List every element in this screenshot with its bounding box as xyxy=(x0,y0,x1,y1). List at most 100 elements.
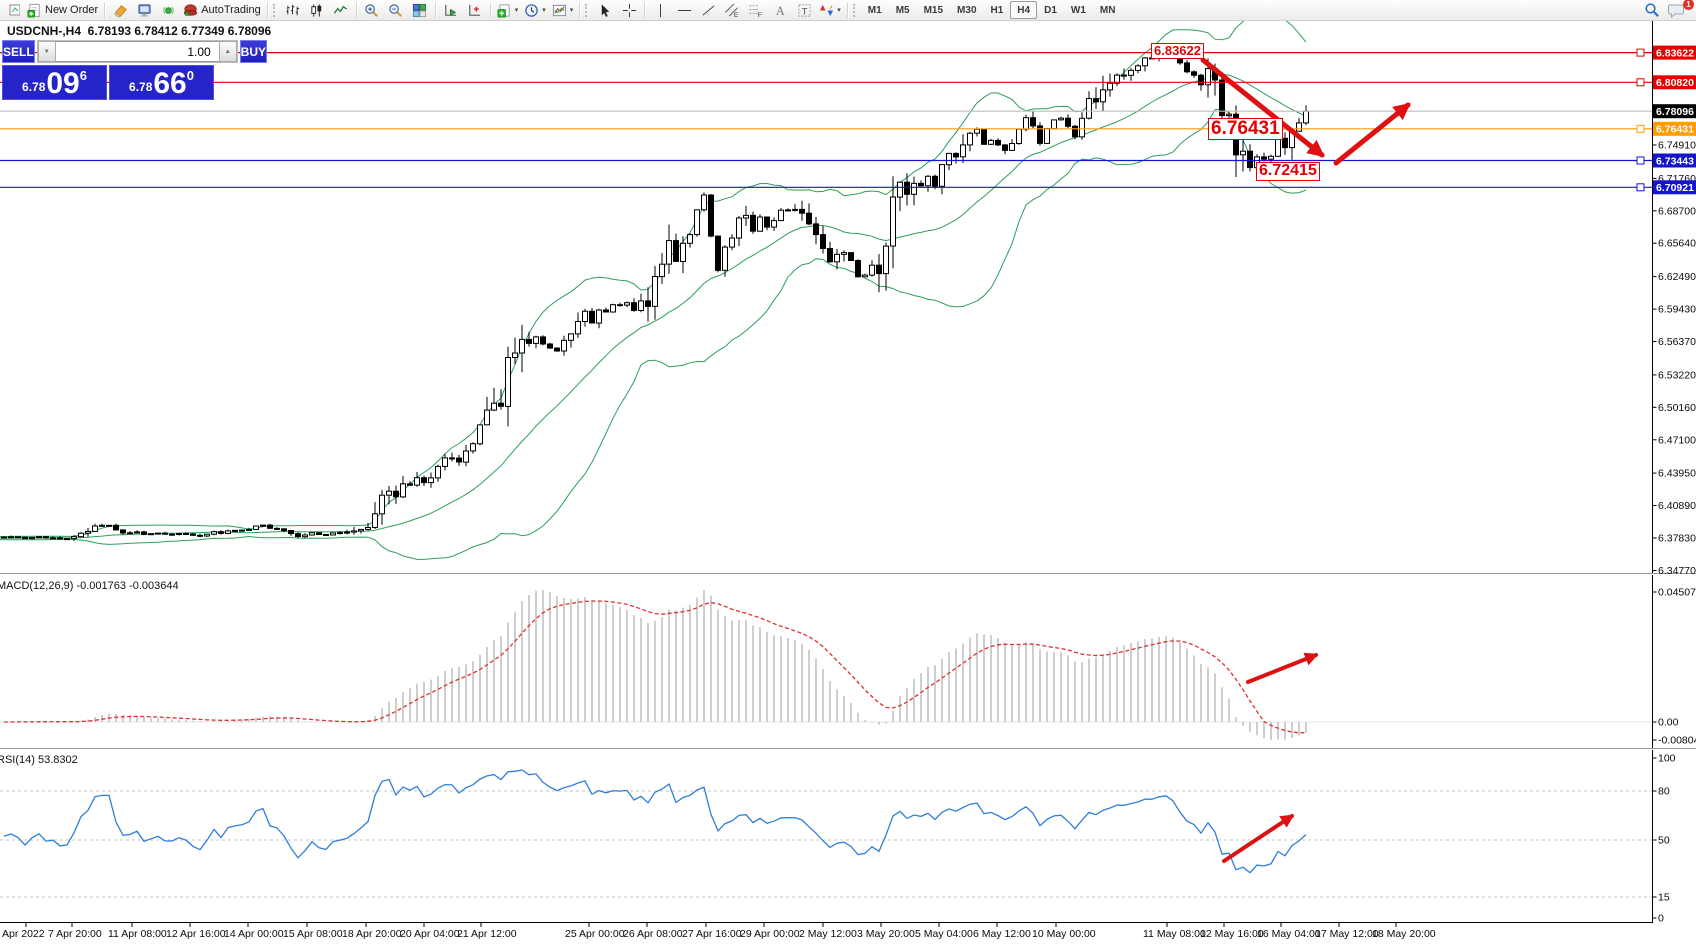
candles-series xyxy=(1,47,1309,541)
vertical-line-tool-button[interactable] xyxy=(648,1,672,19)
timeframe-w1-button[interactable]: W1 xyxy=(1070,4,1086,16)
trend-arrows[interactable] xyxy=(1200,57,1411,863)
chevron-down-icon[interactable]: ▾ xyxy=(514,6,519,14)
chevron-down-icon[interactable]: ▾ xyxy=(837,6,841,14)
sell-price-prefix: 6.78 xyxy=(22,80,46,94)
autotrading-label: AutoTrading xyxy=(201,4,261,16)
date-tick-label: 12 Apr 16:00 xyxy=(166,928,226,940)
toolbar-grip xyxy=(272,3,279,17)
timeframe-m15-button[interactable]: M15 xyxy=(923,4,944,16)
rsi-indicator-label: RSI(14) 53.8302 xyxy=(0,754,78,766)
toolbar-separator xyxy=(266,2,268,18)
date-tick-label: 18 Apr 20:00 xyxy=(342,928,402,940)
buy-price-display[interactable]: 6.78 66 0 xyxy=(109,65,214,100)
date-tick-label: 15 Apr 08:00 xyxy=(283,928,343,940)
chart-title: USDCNH-,H4 6.78193 6.78412 6.77349 6.780… xyxy=(7,24,272,38)
red-arrow[interactable] xyxy=(1222,814,1295,863)
auto-scroll-button[interactable] xyxy=(439,1,463,19)
volume-input[interactable] xyxy=(55,41,219,62)
new-order-button[interactable]: New Order xyxy=(24,1,101,19)
metaeditor-icon xyxy=(138,3,151,17)
indicator-axes: 0.045079 0.00 -0.008049 100 80 50 15 0 xyxy=(1652,587,1696,925)
community-chat-button[interactable]: 1 xyxy=(1664,0,1694,19)
date-tick-label: 25 Apr 00:00 xyxy=(565,928,625,940)
new-chart-icon xyxy=(497,3,510,18)
chat-icon xyxy=(1667,4,1684,18)
search-button[interactable] xyxy=(1640,1,1664,19)
channel-icon: E xyxy=(725,3,739,18)
price-level-label: 6.76431 xyxy=(1656,124,1694,136)
price-tick-label: 6.40890 xyxy=(1658,500,1696,512)
tile-windows-button[interactable] xyxy=(408,1,432,19)
fibonacci-tool-button[interactable]: F xyxy=(744,1,768,19)
equidistant-channel-tool-button[interactable]: E xyxy=(720,1,744,19)
date-tick-label: 16 May 04:00 xyxy=(1257,928,1321,940)
arrows-tool-button[interactable]: ▾ xyxy=(816,1,844,19)
line-chart-button[interactable] xyxy=(329,1,353,19)
autotrading-button[interactable]: AutoTrading xyxy=(180,1,264,19)
price-level-label: 6.70921 xyxy=(1656,182,1694,194)
red-arrow[interactable] xyxy=(1246,652,1319,684)
sell-price-pips: 09 xyxy=(46,67,80,100)
macd-indicator-label: MACD(12,26,9) -0.001763 -0.003644 xyxy=(0,580,179,592)
template-icon xyxy=(552,4,566,16)
horizontal-line-tool-button[interactable] xyxy=(672,1,696,19)
buy-button[interactable]: BUY xyxy=(239,40,268,63)
chart-shift-button[interactable] xyxy=(463,1,487,19)
annotation-high-level[interactable]: 6.83622 xyxy=(1151,43,1204,59)
cursor-tool-button[interactable] xyxy=(593,1,617,19)
indicator-tick-label: 0.00 xyxy=(1658,717,1679,729)
price-tick-label: 6.62490 xyxy=(1658,271,1696,283)
red-arrow[interactable] xyxy=(1200,57,1325,158)
date-tick-label: 29 Apr 00:00 xyxy=(740,928,800,940)
price-level-label: 6.78096 xyxy=(1656,106,1694,118)
crosshair-tool-button[interactable] xyxy=(617,1,641,19)
timeframe-m5-button[interactable]: M5 xyxy=(895,4,910,16)
text-label-tool-button[interactable]: T xyxy=(792,1,816,19)
eraser-button[interactable] xyxy=(108,1,132,19)
timeframe-d1-button[interactable]: D1 xyxy=(1044,4,1057,16)
sell-price-display[interactable]: 6.78 09 6 xyxy=(2,65,107,100)
horizontal-level-lines[interactable] xyxy=(0,48,1652,192)
chevron-down-icon[interactable]: ▾ xyxy=(542,6,546,14)
timeframe-m30-button[interactable]: M30 xyxy=(957,4,977,16)
date-tick-label: 2 May 12:00 xyxy=(799,928,857,940)
date-tick-label: 14 Apr 00:00 xyxy=(224,928,284,940)
toolbar-separator xyxy=(579,2,581,18)
price-tick-label: 6.59430 xyxy=(1658,304,1696,316)
volume-increase-button[interactable]: ▲ xyxy=(218,41,237,62)
annotation-low-level[interactable]: 6.72415 xyxy=(1256,162,1320,181)
zoom-in-button[interactable] xyxy=(360,1,384,19)
svg-text:E: E xyxy=(734,12,739,18)
trendline-tool-button[interactable] xyxy=(696,1,720,19)
signals-button[interactable] xyxy=(156,1,180,19)
templates-button[interactable]: ▾ xyxy=(549,1,577,19)
zoom-out-button[interactable] xyxy=(384,1,408,19)
sell-button[interactable]: SELL xyxy=(2,40,35,63)
chevron-down-icon[interactable]: ▾ xyxy=(569,6,574,14)
candlestick-chart-button[interactable] xyxy=(305,1,329,19)
timeframe-h1-button[interactable]: H1 xyxy=(990,4,1004,16)
indicator-tick-label: 50 xyxy=(1658,835,1670,847)
periods-button[interactable]: ▾ xyxy=(521,1,549,19)
new-chart-button[interactable]: ▾ xyxy=(494,1,522,19)
volume-decrease-button[interactable]: ▼ xyxy=(37,41,56,62)
bar-chart-button[interactable] xyxy=(281,1,305,19)
new-order-icon xyxy=(27,3,40,18)
price-axis[interactable]: 6.749106.717606.687006.656406.624906.594… xyxy=(1652,45,1696,577)
text-icon: A xyxy=(776,4,785,18)
timeframe-h4-button[interactable]: H4 xyxy=(1010,1,1038,19)
date-tick-label: 21 Apr 12:00 xyxy=(457,928,517,940)
timeframe-mn-button[interactable]: MN xyxy=(1099,4,1116,16)
date-tick-label: 11 May 08:00 xyxy=(1143,928,1206,940)
pane-frames xyxy=(0,20,1696,923)
cursor-icon xyxy=(601,3,610,17)
metaeditor-button[interactable] xyxy=(132,1,156,19)
red-arrow[interactable] xyxy=(1333,102,1411,166)
timeframe-m1-button[interactable]: M1 xyxy=(867,4,882,16)
volume-spinner: ▼ ▲ xyxy=(36,40,238,63)
annotation-mid-level[interactable]: 6.76431 xyxy=(1208,118,1283,140)
text-tool-button[interactable]: A xyxy=(768,1,792,19)
date-axis[interactable]: Apr 2022 7 Apr 20:00 11 Apr 08:00 12 Apr 16… xyxy=(2,922,1436,940)
